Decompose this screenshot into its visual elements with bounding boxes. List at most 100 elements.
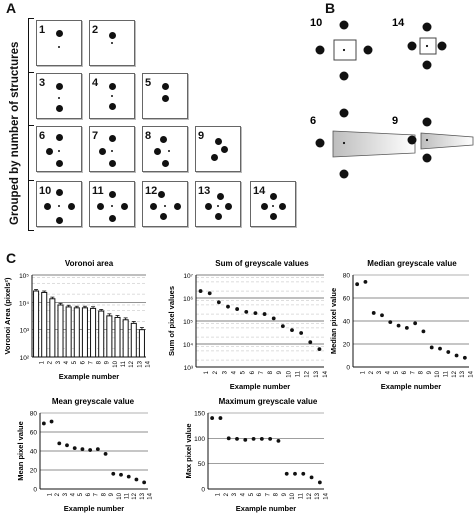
y-tick-label: 0 bbox=[346, 365, 350, 372]
structure-dot bbox=[422, 117, 432, 127]
x-tick-label: 5 bbox=[241, 370, 247, 374]
structure-dot bbox=[111, 95, 113, 97]
structure-dot bbox=[339, 20, 349, 30]
x-tick-label: 4 bbox=[64, 360, 70, 364]
x-tick-label: 13 bbox=[137, 360, 143, 367]
structure-dot bbox=[339, 108, 349, 118]
panel-letter-b: B bbox=[325, 0, 336, 16]
data-point bbox=[363, 280, 368, 284]
tile-number: 12 bbox=[145, 185, 158, 197]
bar bbox=[138, 329, 145, 358]
x-tick-label: 8 bbox=[268, 370, 274, 374]
data-point bbox=[317, 480, 322, 485]
x-tick-label: 2 bbox=[55, 492, 61, 496]
x-tick-label: 12 bbox=[132, 492, 138, 499]
data-point bbox=[88, 448, 93, 452]
structure-dot bbox=[108, 159, 116, 167]
bar bbox=[114, 316, 121, 358]
voronoi-cell-region bbox=[332, 130, 416, 158]
data-point bbox=[103, 451, 108, 456]
x-tick-label: 10 bbox=[286, 370, 292, 377]
data-point bbox=[216, 300, 221, 305]
y-tick-label: 60 bbox=[343, 296, 351, 303]
data-point bbox=[142, 480, 147, 485]
x-tick-label: 8 bbox=[419, 370, 425, 374]
structure-dot bbox=[422, 60, 432, 70]
bar bbox=[106, 315, 113, 358]
x-tick-label: 14 bbox=[323, 370, 329, 377]
x-tick-label: 12 bbox=[307, 492, 313, 499]
x-tick-label: 11 bbox=[125, 492, 131, 499]
y-axis-label: Mean pixel value bbox=[16, 421, 25, 481]
structure-dot bbox=[96, 202, 104, 210]
data-point bbox=[317, 347, 322, 352]
structure-dot bbox=[45, 147, 53, 155]
x-tick-label: 2 bbox=[224, 492, 230, 496]
x-tick-label: 3 bbox=[56, 360, 62, 364]
x-tick-label: 5 bbox=[72, 360, 78, 364]
structure-dot bbox=[164, 205, 166, 207]
x-tick-label: 6 bbox=[86, 492, 92, 496]
structure-dot bbox=[278, 202, 286, 210]
data-point bbox=[371, 311, 376, 315]
structure-tile: 2 bbox=[89, 20, 135, 66]
structure-dot bbox=[58, 205, 60, 207]
data-point bbox=[243, 437, 248, 442]
structure-dot bbox=[58, 97, 60, 99]
structure-dot bbox=[108, 190, 116, 198]
data-point bbox=[134, 477, 139, 482]
data-point bbox=[72, 446, 77, 451]
data-point bbox=[218, 416, 223, 420]
structure-tile: 4 bbox=[89, 73, 135, 119]
x-axis-label: Example number bbox=[381, 382, 442, 391]
structure-dot bbox=[216, 192, 224, 200]
y-tick-label: 0 bbox=[33, 487, 37, 494]
group-bracket-line bbox=[28, 18, 29, 230]
x-tick-label: 7 bbox=[94, 492, 100, 496]
x-tick-label: 9 bbox=[282, 492, 288, 496]
center-dot bbox=[342, 48, 346, 52]
data-point bbox=[308, 340, 313, 345]
x-axis-label: Example number bbox=[59, 372, 120, 381]
structure-dot bbox=[272, 205, 274, 207]
center-dot bbox=[425, 44, 429, 48]
structure-dot bbox=[55, 188, 63, 196]
structure-dot bbox=[407, 135, 417, 145]
tile-number: 6 bbox=[39, 130, 46, 142]
data-point bbox=[65, 443, 69, 448]
data-point bbox=[462, 355, 467, 360]
x-tick-label: 14 bbox=[323, 492, 329, 499]
structure-dot bbox=[149, 202, 157, 210]
x-tick-label: 12 bbox=[452, 370, 458, 377]
y-axis-label: Sum of pixel values bbox=[167, 286, 176, 356]
y-tick-label: 10⁷ bbox=[183, 273, 193, 280]
structure-dot bbox=[161, 94, 169, 102]
structure-dot bbox=[67, 202, 75, 210]
data-point bbox=[259, 436, 264, 441]
tile-number: 2 bbox=[92, 24, 99, 36]
x-tick-label: 6 bbox=[250, 370, 256, 374]
data-point bbox=[299, 331, 304, 335]
structure-dot bbox=[98, 147, 106, 155]
x-tick-label: 14 bbox=[148, 492, 154, 499]
data-point bbox=[301, 471, 306, 476]
x-axis-label: Example number bbox=[230, 382, 291, 391]
x-tick-label: 10 bbox=[117, 492, 123, 499]
y-tick-label: 40 bbox=[30, 449, 38, 456]
data-point bbox=[226, 436, 231, 441]
data-point bbox=[421, 329, 426, 334]
x-tick-label: 11 bbox=[299, 492, 305, 499]
tile-number: 13 bbox=[198, 185, 211, 197]
panel-letter-a: A bbox=[6, 0, 17, 16]
group-tick bbox=[28, 230, 34, 231]
structure-dot bbox=[173, 202, 181, 210]
x-tick-label: 2 bbox=[369, 370, 375, 374]
x-tick-label: 11 bbox=[444, 370, 450, 377]
structure-tile: 14 bbox=[250, 181, 296, 227]
structure-dot bbox=[55, 82, 63, 90]
y-tick-label: 80 bbox=[30, 411, 38, 418]
x-tick-label: 1 bbox=[361, 370, 367, 374]
bar bbox=[33, 290, 40, 358]
structure-tile: 10 bbox=[36, 181, 82, 227]
x-tick-label: 5 bbox=[78, 492, 84, 496]
